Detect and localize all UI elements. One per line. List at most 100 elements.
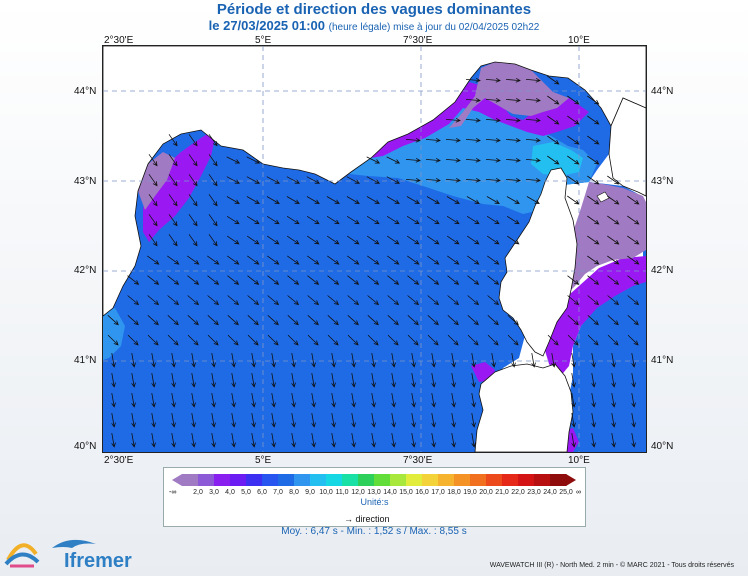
direction-arrow (246, 176, 260, 184)
direction-arrow (465, 157, 481, 163)
direction-arrow (326, 196, 340, 204)
direction-arrow (467, 315, 479, 326)
lon-label-bottom-3: 7°30'E (403, 455, 433, 466)
lat-label-right-1: 44°N (651, 86, 674, 97)
direction-arrow (627, 334, 639, 346)
direction-arrow (607, 275, 620, 285)
direction-arrow (127, 275, 140, 285)
direction-arrow (627, 315, 639, 326)
direction-arrow (211, 393, 216, 408)
direction-arrow (505, 137, 521, 143)
direction-arrow (587, 215, 600, 225)
direction-arrow (451, 413, 456, 428)
direction-arrow (567, 195, 580, 205)
legend-value-label: 15,0 (399, 489, 413, 496)
direction-arrow (505, 117, 521, 123)
direction-arrow (525, 97, 541, 103)
legend-value-label: 6,0 (257, 489, 267, 496)
direction-arrow (425, 137, 441, 143)
direction-arrow (346, 215, 360, 225)
direction-arrow (485, 117, 501, 123)
direction-arrow (591, 393, 596, 408)
legend-value-label: 17,0 (431, 489, 445, 496)
direction-arrow (607, 235, 620, 245)
direction-arrow (525, 117, 541, 123)
lat-label-left-3: 42°N (74, 265, 97, 276)
direction-arrow (331, 393, 336, 408)
direction-arrow (547, 95, 560, 105)
direction-arrow (246, 215, 260, 225)
direction-arrow (148, 154, 158, 167)
direction-arrow (211, 373, 216, 388)
legend-swatch (422, 474, 439, 486)
direction-arrow (311, 353, 316, 368)
direction-arrow (387, 315, 399, 326)
direction-arrow (251, 393, 256, 408)
direction-arrow (148, 214, 158, 227)
legend-swatch (470, 474, 487, 486)
direction-arrow (367, 275, 380, 285)
direction-arrow (231, 393, 236, 408)
sea-corsica-west (103, 276, 493, 452)
direction-arrow (171, 393, 176, 408)
lat-label-right-2: 43°N (651, 176, 674, 187)
direction-arrow (445, 137, 461, 143)
direction-arrow (386, 176, 400, 184)
direction-arrow (207, 275, 220, 285)
legend-value-label: 16,0 (415, 489, 429, 496)
direction-arrow (411, 393, 416, 408)
direction-arrow (251, 373, 256, 388)
lon-label-top-2: 5°E (255, 35, 272, 46)
direction-arrow (271, 413, 276, 428)
direction-arrow (187, 295, 200, 306)
direction-arrow (327, 275, 340, 285)
direction-arrow (571, 373, 576, 388)
direction-arrow (148, 174, 158, 187)
direction-arrow (208, 134, 218, 147)
direction-arrow (207, 295, 220, 306)
direction-arrow (227, 275, 240, 285)
direction-arrow (131, 413, 136, 428)
direction-arrow (471, 433, 476, 448)
direction-arrow (627, 235, 640, 245)
direction-arrow (227, 315, 239, 326)
direction-arrow (371, 353, 376, 368)
direction-arrow (525, 157, 541, 163)
direction-arrow (147, 295, 160, 306)
legend-value-label: 19,0 (463, 489, 477, 496)
direction-arrow (227, 334, 239, 346)
legend-value-label: 13,0 (367, 489, 381, 496)
legend-value-label: 9,0 (305, 489, 315, 496)
lon-label-bottom-4: 10°E (568, 455, 590, 466)
direction-arrow (211, 353, 216, 368)
legend-value-label: 3,0 (209, 489, 219, 496)
lon-label-bottom-1: 2°30'E (104, 455, 134, 466)
direction-arrow (311, 413, 316, 428)
direction-arrow (445, 157, 461, 163)
direction-arrow (287, 255, 300, 265)
mauve-east (561, 182, 646, 296)
direction-arrow (131, 373, 136, 388)
direction-arrow (127, 334, 139, 346)
direction-arrow (466, 196, 480, 204)
direction-arrow (591, 373, 596, 388)
legend-swatch (246, 474, 263, 486)
direction-arrow (291, 433, 296, 448)
legend-swatch (214, 474, 231, 486)
direction-arrow (131, 353, 136, 368)
page-title: Période et direction des vagues dominant… (216, 1, 532, 18)
wave-period-map[interactable] (102, 45, 647, 453)
direction-arrow (587, 195, 600, 205)
lat-label-right-4: 41°N (651, 355, 674, 366)
direction-arrow (327, 315, 339, 326)
direction-arrow (467, 275, 480, 285)
direction-arrow (191, 373, 196, 388)
direction-arrow (168, 134, 178, 147)
sea-cyan-patch (531, 142, 583, 176)
direction-arrow (251, 433, 256, 448)
direction-arrow (491, 353, 496, 368)
direction-arrow (291, 373, 296, 388)
direction-arrow (168, 214, 178, 227)
legend-swatch (534, 474, 551, 486)
direction-arrow (371, 393, 376, 408)
